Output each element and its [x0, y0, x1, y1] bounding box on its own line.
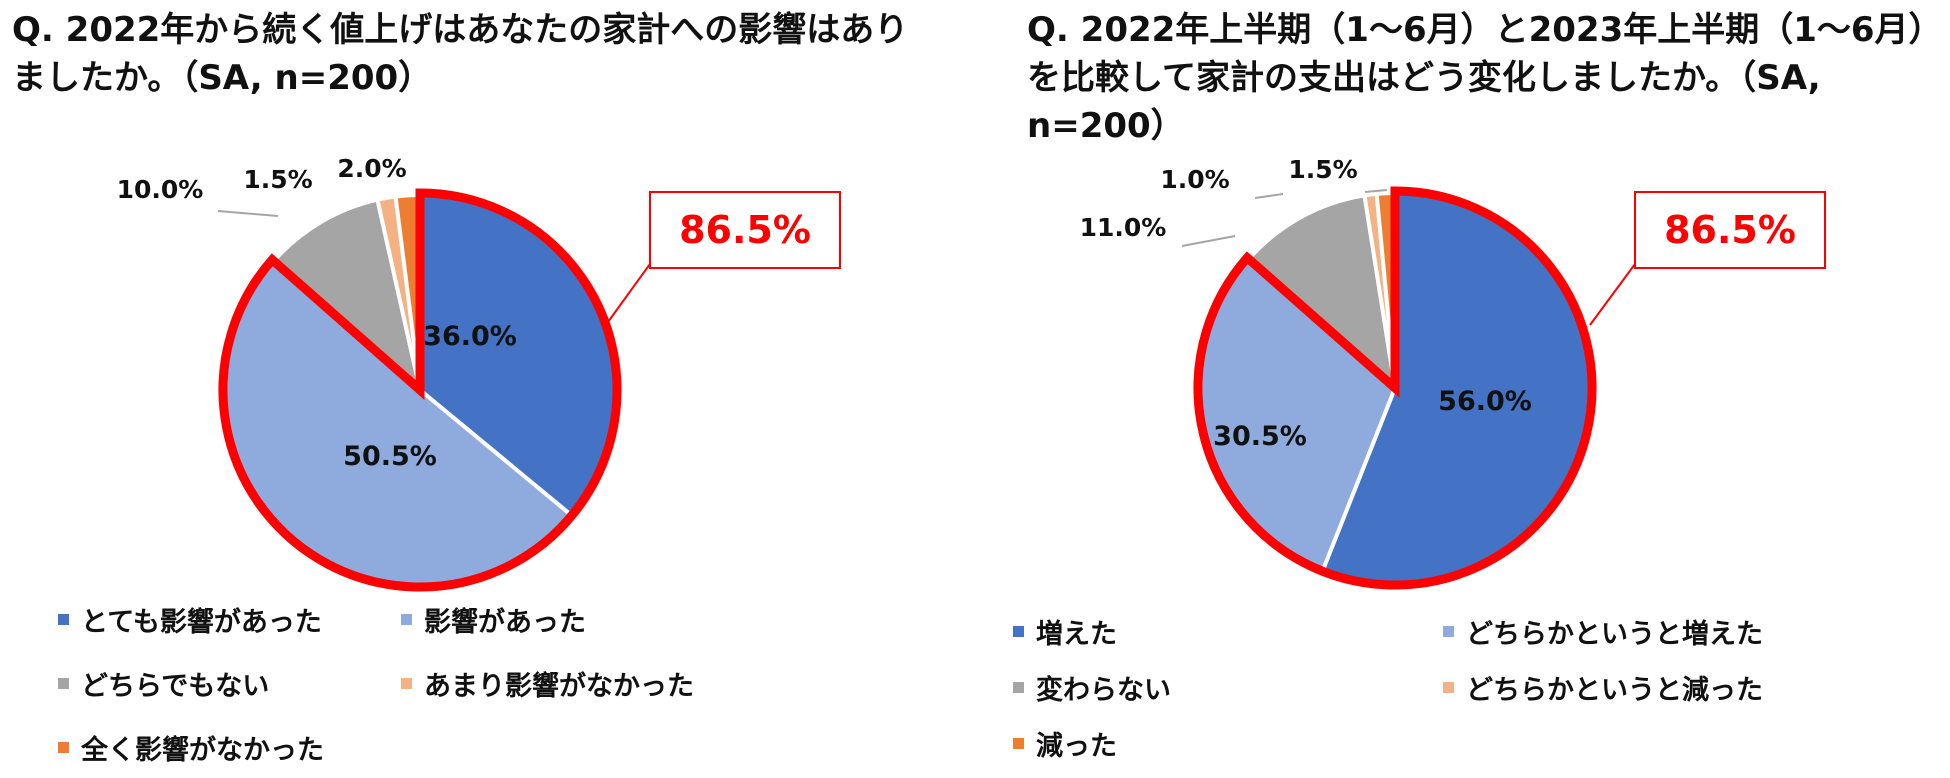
data-label: 56.0%	[1438, 386, 1532, 417]
chart-title: Q. 2022年上半期（1〜6月）と2023年上半期（1〜6月）を比較して家計の…	[1027, 10, 1926, 146]
chart-title: Q. 2022年から続く値上げはあなたの家計への影響はありましたか。（SA, n…	[12, 10, 909, 98]
legend-swatch	[1443, 682, 1454, 693]
legend-label: どちらかというと減った	[1466, 675, 1763, 706]
highlight-outline	[218, 188, 622, 592]
data-label: 1.5%	[243, 165, 312, 194]
legend-item: どちらでもない	[58, 664, 269, 703]
callout-box	[649, 191, 841, 269]
legend-swatch	[401, 614, 412, 625]
legend-item: どちらかというと増えた	[1443, 612, 1763, 651]
legend-label: 変わらない	[1036, 675, 1171, 706]
legend-swatch	[1013, 738, 1024, 749]
legend-label: どちらでもない	[81, 671, 270, 702]
legend-item: 影響があった	[401, 600, 586, 639]
pie-chart: 56.0% 30.5% 11.0% 1.0% 1.5% 86.5%	[1080, 155, 1826, 590]
legend-swatch	[1443, 626, 1454, 637]
callout-box	[1634, 191, 1826, 269]
data-label: 2.0%	[337, 154, 406, 183]
leader-line	[1181, 235, 1236, 247]
data-label: 1.5%	[1288, 155, 1357, 184]
pie-chart: 36.0% 50.5% 10.0% 1.5% 2.0% 86.5%	[117, 154, 841, 592]
data-label: 50.5%	[343, 441, 437, 472]
legend-item: 増えた	[1013, 612, 1117, 651]
legend-swatch	[58, 742, 69, 753]
data-label: 36.0%	[423, 321, 517, 352]
legend-swatch	[58, 678, 69, 689]
legend-label: あまり影響がなかった	[424, 671, 694, 702]
legend-label: 減った	[1036, 731, 1117, 762]
callout-value: 86.5%	[1664, 208, 1796, 252]
legend-item: 変わらない	[1013, 668, 1171, 707]
legend-swatch	[1013, 626, 1024, 637]
legend-item: あまり影響がなかった	[401, 664, 694, 703]
chart-panel-1: Q. 2022年から続く値上げはあなたの家計への影響はありましたか。（SA, n…	[12, 10, 909, 767]
legend-item: 減った	[1013, 724, 1117, 763]
legend-label: 増えた	[1036, 619, 1117, 650]
leader-line	[1364, 189, 1388, 193]
callout-value: 86.5%	[679, 208, 811, 252]
legend-label: とても影響があった	[81, 607, 322, 638]
data-label: 30.5%	[1213, 421, 1307, 452]
legend-swatch	[58, 614, 69, 625]
leader-line	[217, 210, 279, 217]
legend-item: 全く影響がなかった	[58, 728, 324, 767]
pie-slice	[270, 197, 424, 396]
legend-label: どちらかというと増えた	[1466, 619, 1763, 650]
data-label: 11.0%	[1080, 213, 1167, 242]
legend-item: とても影響があった	[58, 600, 322, 639]
chart-panel-2: Q. 2022年上半期（1〜6月）と2023年上半期（1〜6月）を比較して家計の…	[1005, 0, 1950, 778]
legend-item: どちらかというと減った	[1443, 668, 1763, 707]
pie-slice	[1245, 193, 1398, 394]
legend-swatch	[1013, 682, 1024, 693]
callout-line	[1589, 263, 1636, 326]
callout-line	[607, 263, 651, 323]
leader-line	[1254, 193, 1284, 199]
highlight-outline	[1193, 186, 1597, 590]
data-label: 1.0%	[1160, 165, 1229, 194]
legend-label: 影響があった	[424, 607, 586, 638]
data-label: 10.0%	[117, 175, 204, 204]
legend-label: 全く影響がなかった	[81, 735, 324, 766]
legend-swatch	[401, 678, 412, 689]
